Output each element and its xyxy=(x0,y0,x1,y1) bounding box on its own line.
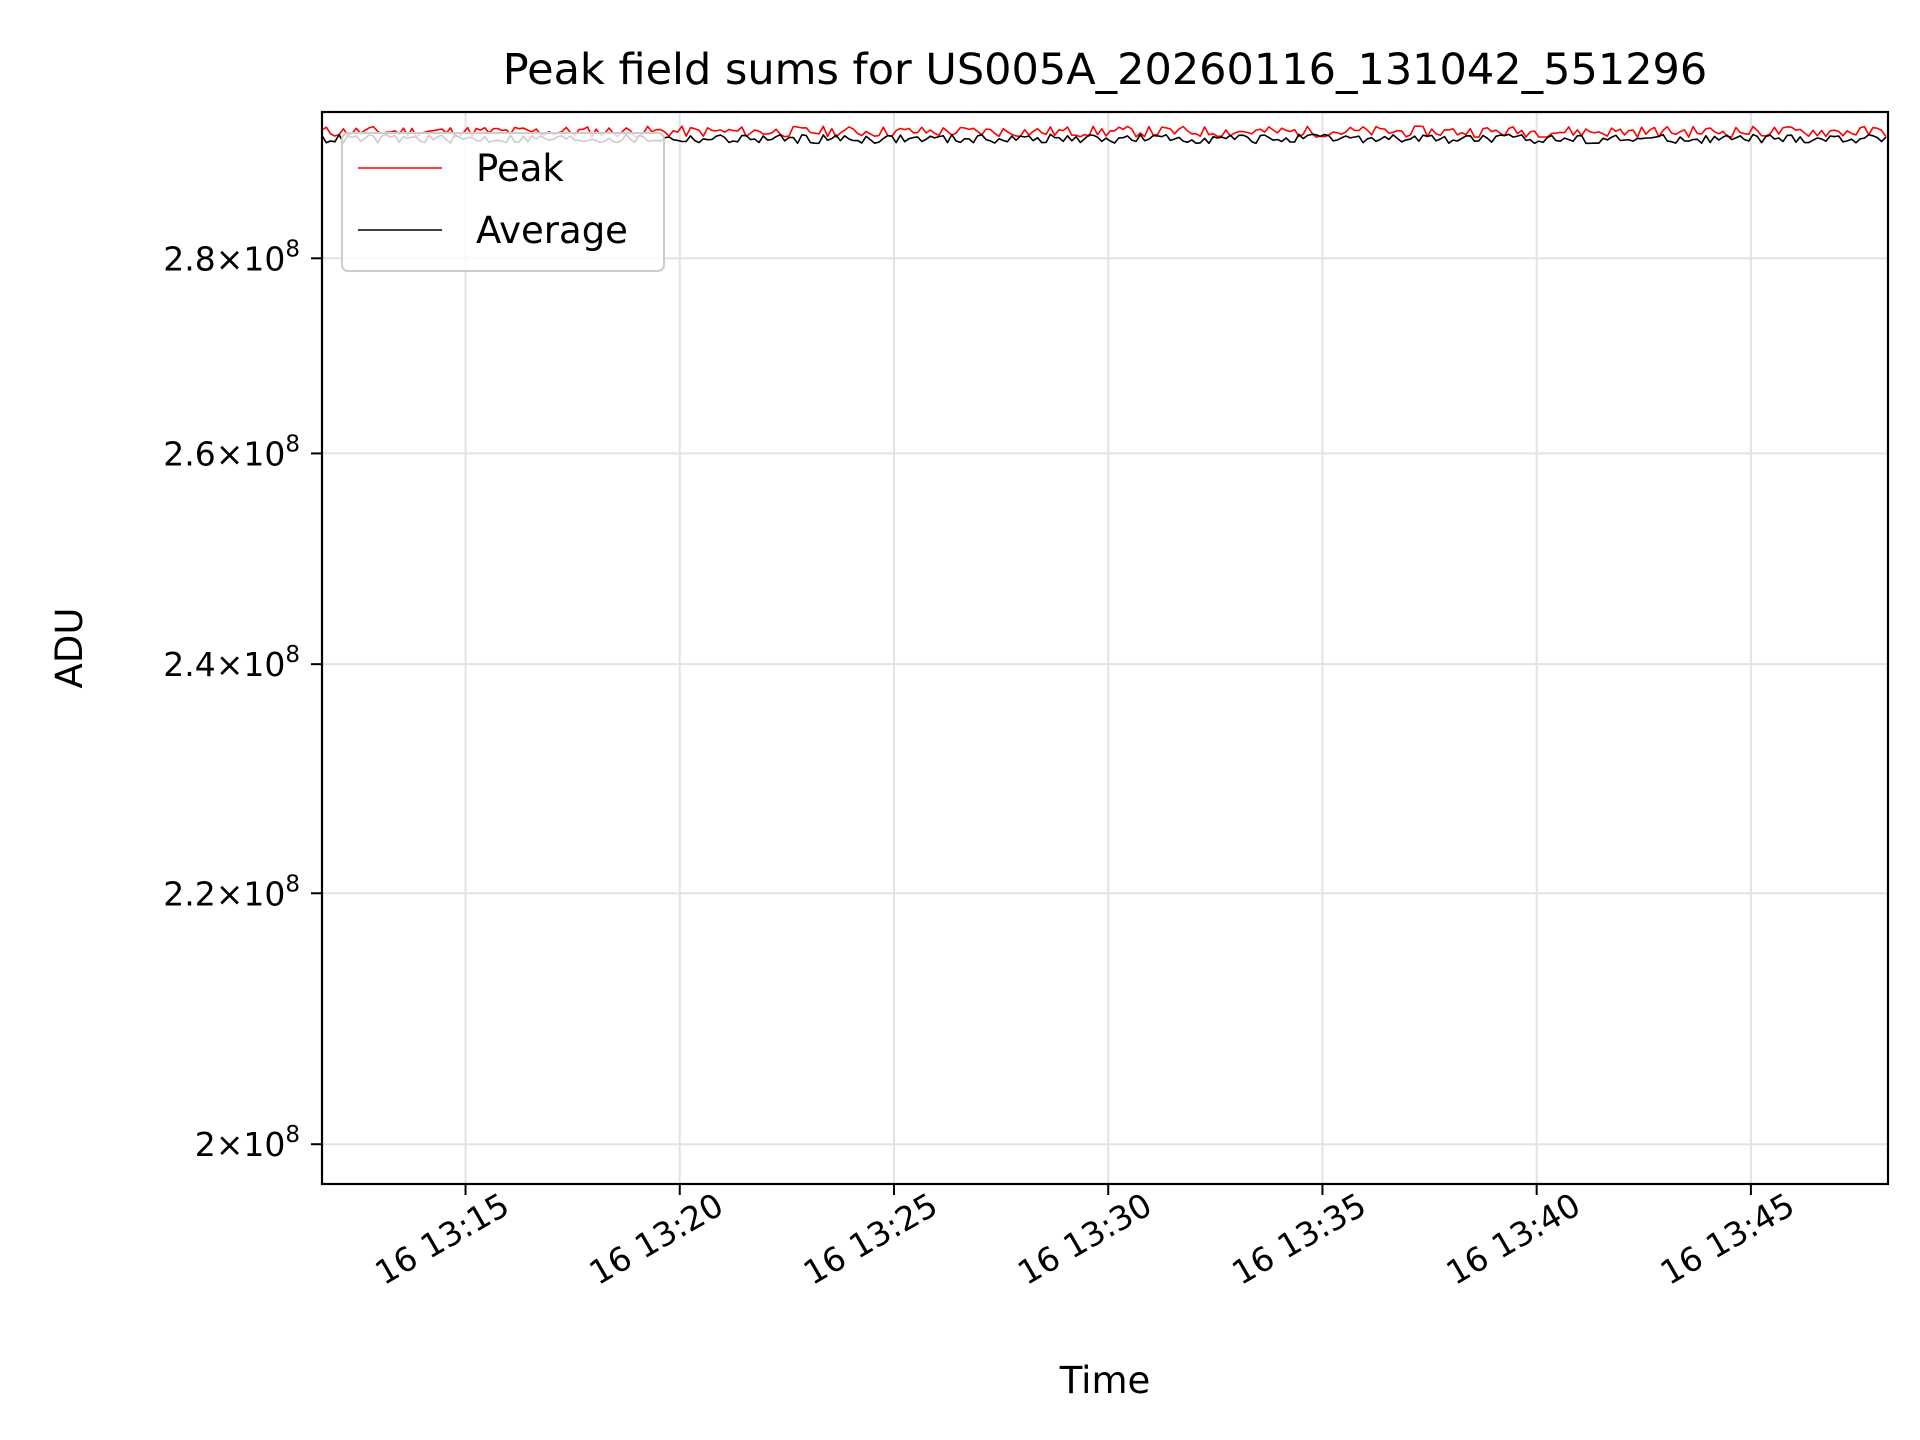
y-tick-times-sign: ×10 xyxy=(216,239,286,278)
y-tick-exponent: 8 xyxy=(285,431,300,457)
x-axis-label: Time xyxy=(1059,1359,1151,1402)
y-tick-exponent: 8 xyxy=(285,642,300,668)
y-tick-label: 2.6×108 xyxy=(163,431,300,473)
legend-label-average: Average xyxy=(476,209,628,252)
y-tick-times-sign: ×10 xyxy=(216,645,286,684)
y-axis-label: ADU xyxy=(48,608,91,689)
y-tick-label: 2×108 xyxy=(195,1122,300,1164)
y-tick-exponent: 8 xyxy=(285,236,300,262)
y-tick-times-sign: ×10 xyxy=(216,434,286,473)
y-tick-label: 2.4×108 xyxy=(163,642,300,684)
y-tick-label: 2.8×108 xyxy=(163,236,300,278)
y-tick-mantissa: 2.6 xyxy=(163,434,215,473)
y-tick-mantissa: 2.2 xyxy=(163,874,215,913)
y-tick-mantissa: 2.8 xyxy=(163,239,215,278)
y-tick-mantissa: 2 xyxy=(195,1125,216,1164)
legend-label-peak: Peak xyxy=(476,147,564,190)
y-tick-label: 2.2×108 xyxy=(163,871,300,913)
y-tick-mantissa: 2.4 xyxy=(163,645,215,684)
plot-frame xyxy=(320,110,1890,1186)
y-tick-exponent: 8 xyxy=(285,871,300,897)
y-tick-exponent: 8 xyxy=(285,1122,300,1148)
legend: Peak Average xyxy=(341,132,665,272)
y-tick-times-sign: ×10 xyxy=(216,874,286,913)
y-tick-times-sign: ×10 xyxy=(216,1125,286,1164)
chart-title: Peak field sums for US005A_20260116_1310… xyxy=(503,45,1708,95)
series-line-peak xyxy=(321,125,1887,138)
